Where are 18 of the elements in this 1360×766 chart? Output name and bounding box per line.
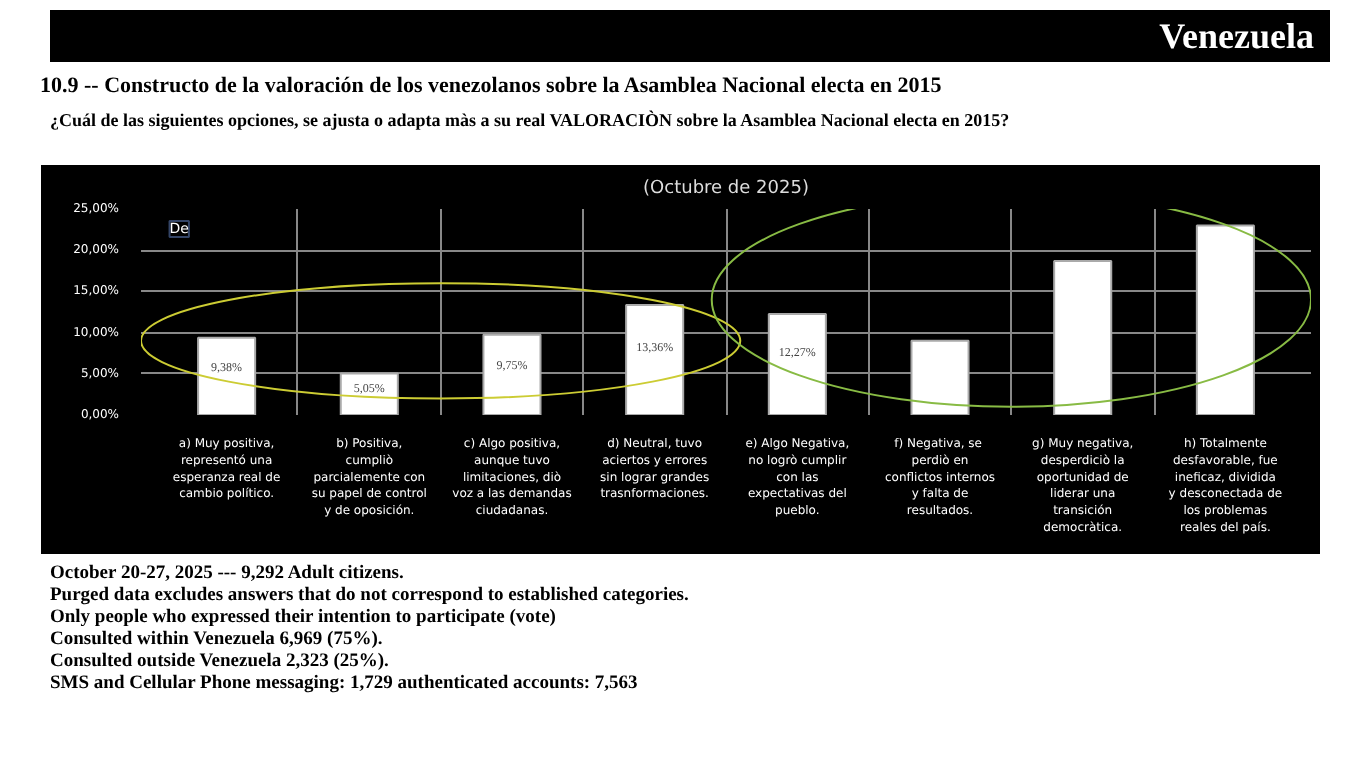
text: (Octubre de 2025) [643, 179, 809, 199]
text: Purged data excludes answers that do not correspond to established categories. [50, 586, 689, 606]
bar [197, 336, 257, 415]
text: Venezuela [1159, 14, 1314, 60]
chart-subtitle: ¿Cuál de las siguientes opciones, se ajusta o adapta màs a su real VALORACIÒN sobre la Asamblea Nacional electa en 2015? [50, 110, 1010, 130]
bar [767, 312, 827, 415]
text: Consulted within Venezuela 6,969 (75%). [50, 630, 383, 650]
text: Only people who expressed their intention to participate (vote) [50, 608, 556, 628]
text: Consulted outside Venezuela 2,323 (25%). [50, 652, 389, 672]
text: October 20-27, 2025 --- 9,292 Adult citizens. [50, 564, 404, 584]
chart-title: 10.9 -- Constructo de la valoración de los venezolanos sobre la Asamblea Nacional electa en 2015 [40, 72, 942, 102]
bar [625, 303, 685, 415]
bar [910, 339, 970, 415]
bar [482, 333, 542, 415]
bar [1195, 224, 1255, 415]
text: SMS and Cellular Phone messaging: 1,729 authenticated accounts: 7,563 [50, 674, 638, 694]
bar [1053, 259, 1113, 415]
bar [339, 372, 399, 415]
